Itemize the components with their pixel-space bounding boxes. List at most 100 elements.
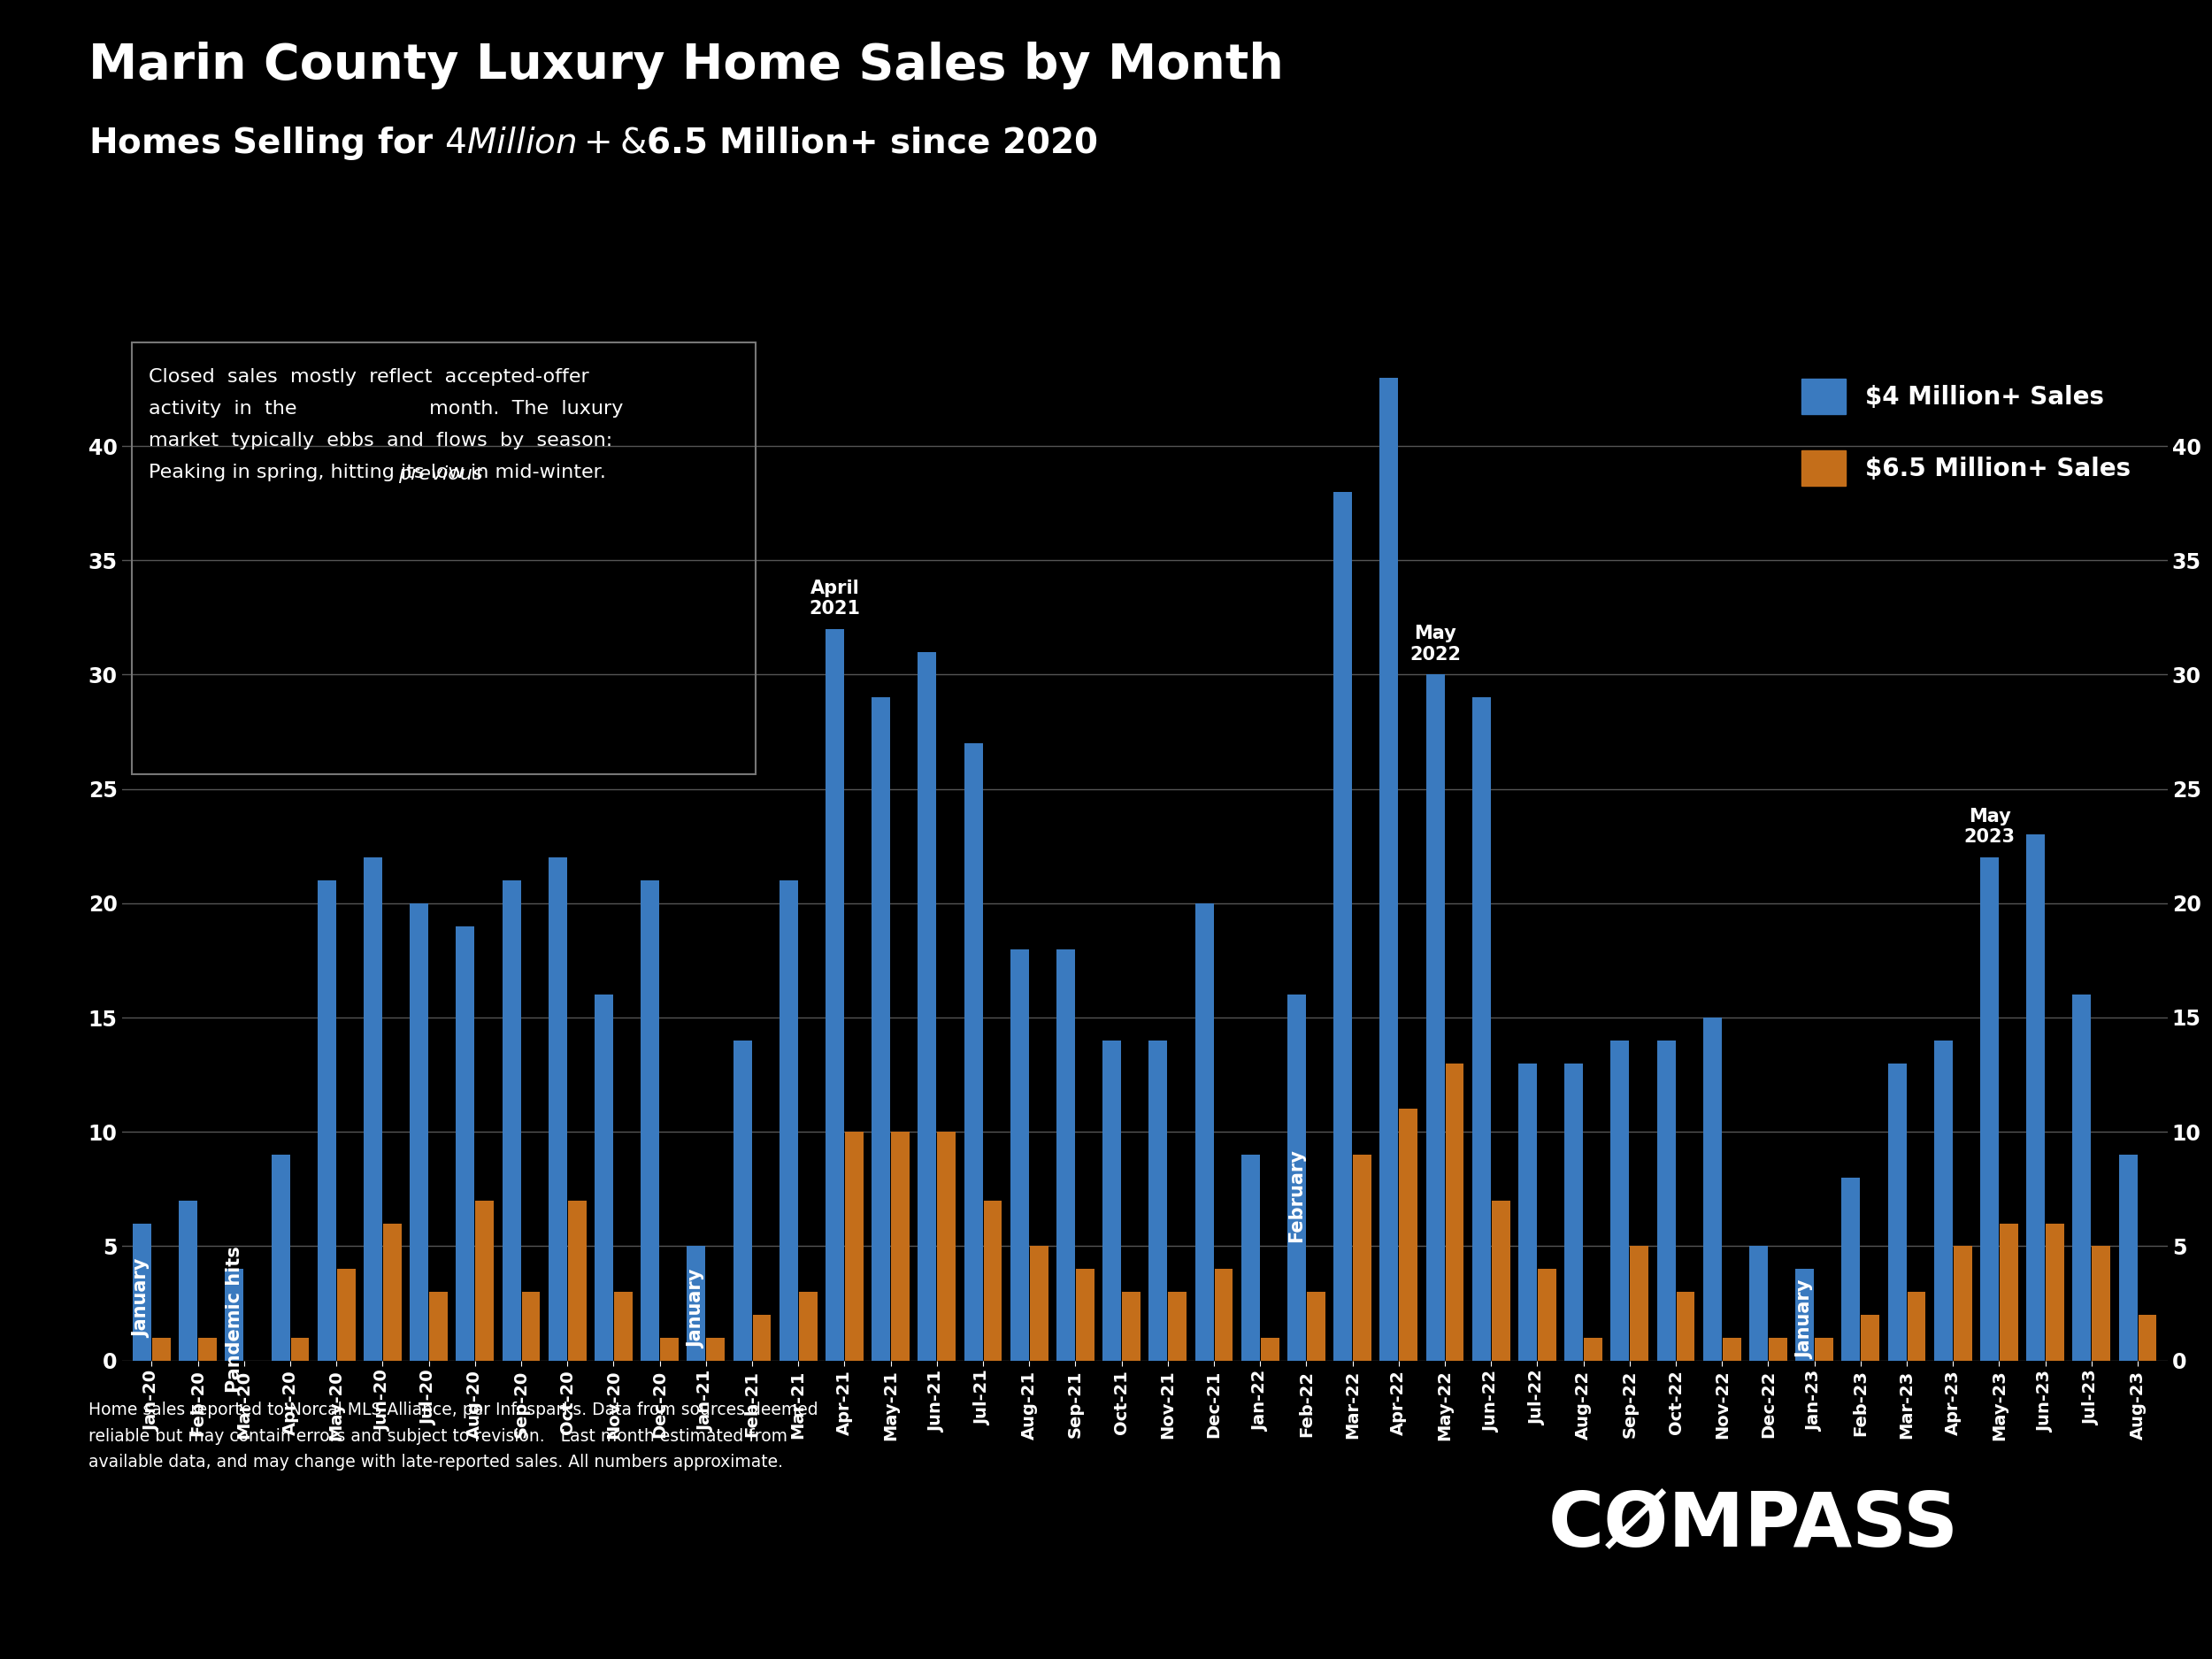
Text: Closed  sales  mostly  reflect  accepted-offer
activity  in  the                : Closed sales mostly reflect accepted-off… (148, 368, 624, 481)
Bar (1031, 1246, 1048, 1360)
Bar (1723, 1337, 1741, 1360)
Bar (872, 697, 889, 1360)
Text: January: January (688, 1269, 706, 1349)
Bar (1980, 858, 2000, 1360)
Bar (1168, 1292, 1188, 1360)
Text: previous: previous (398, 466, 482, 483)
Bar (752, 1314, 772, 1360)
Bar (363, 858, 383, 1360)
Bar (1843, 1178, 1860, 1360)
Text: Homes Selling for $4 Million+ & $6.5 Million+ since 2020: Homes Selling for $4 Million+ & $6.5 Mil… (88, 124, 1097, 161)
Bar (845, 1131, 863, 1360)
Bar (1860, 1314, 1880, 1360)
Bar (133, 1223, 150, 1360)
Bar (1907, 1292, 1927, 1360)
Bar (1057, 949, 1075, 1360)
Bar (799, 1292, 816, 1360)
Bar (1121, 1292, 1141, 1360)
Bar (1148, 1040, 1168, 1360)
Bar (2119, 1155, 2137, 1360)
Bar (1814, 1337, 1834, 1360)
Legend: $4 Million+ Sales, $6.5 Million+ Sales: $4 Million+ Sales, $6.5 Million+ Sales (1776, 355, 2154, 509)
Bar (641, 881, 659, 1360)
Bar (2046, 1223, 2064, 1360)
Bar (1214, 1269, 1232, 1360)
Text: Home sales reported to Norcal MLS Alliance, per Infosparks. Data from sources de: Home sales reported to Norcal MLS Allian… (88, 1402, 818, 1472)
Bar (1517, 1063, 1537, 1360)
Bar (1750, 1246, 1767, 1360)
Bar (1102, 1040, 1121, 1360)
Bar (1796, 1269, 1814, 1360)
Bar (1564, 1063, 1584, 1360)
Text: May
2022: May 2022 (1409, 625, 1460, 664)
Bar (383, 1223, 403, 1360)
Bar (199, 1337, 217, 1360)
Bar (2073, 995, 2090, 1360)
Bar (549, 858, 566, 1360)
Bar (1657, 1040, 1674, 1360)
Bar (456, 926, 476, 1360)
Bar (1491, 1201, 1511, 1360)
Text: January: January (1796, 1279, 1814, 1359)
Bar (595, 995, 613, 1360)
Bar (1444, 1063, 1464, 1360)
Bar (272, 1155, 290, 1360)
Bar (153, 1337, 170, 1360)
Bar (1427, 675, 1444, 1360)
Bar (964, 743, 982, 1360)
Bar (1887, 1063, 1907, 1360)
Text: Pandemic hits: Pandemic hits (226, 1246, 243, 1392)
Bar (1287, 995, 1305, 1360)
Bar (1610, 1040, 1630, 1360)
Text: April
2021: April 2021 (810, 579, 860, 617)
Bar (2139, 1314, 2157, 1360)
Bar (476, 1201, 493, 1360)
Bar (984, 1201, 1002, 1360)
Bar (891, 1131, 909, 1360)
Bar (1770, 1337, 1787, 1360)
Bar (226, 1269, 243, 1360)
Text: Marin County Luxury Home Sales by Month: Marin County Luxury Home Sales by Month (88, 41, 1283, 90)
Bar (179, 1201, 197, 1360)
Bar (1703, 1017, 1721, 1360)
Bar (1354, 1155, 1371, 1360)
Bar (502, 881, 520, 1360)
Bar (2093, 1246, 2110, 1360)
Bar (1334, 491, 1352, 1360)
Bar (779, 881, 799, 1360)
Bar (1011, 949, 1029, 1360)
Bar (1630, 1246, 1648, 1360)
Text: CØMPASS: CØMPASS (1548, 1490, 1960, 1563)
Bar (706, 1337, 726, 1360)
Bar (2000, 1223, 2017, 1360)
Text: January: January (133, 1259, 150, 1339)
Bar (1400, 1108, 1418, 1360)
Bar (1953, 1246, 1971, 1360)
Bar (522, 1292, 540, 1360)
Bar (659, 1337, 679, 1360)
Bar (688, 1246, 706, 1360)
Bar (429, 1292, 447, 1360)
Bar (290, 1337, 310, 1360)
Bar (1241, 1155, 1259, 1360)
Bar (825, 629, 845, 1360)
Bar (615, 1292, 633, 1360)
Bar (1473, 697, 1491, 1360)
Bar (1075, 1269, 1095, 1360)
Bar (1677, 1292, 1694, 1360)
Bar (938, 1131, 956, 1360)
Bar (1584, 1337, 1601, 1360)
Bar (319, 881, 336, 1360)
Bar (409, 902, 429, 1360)
Bar (568, 1201, 586, 1360)
Text: February: February (1287, 1150, 1305, 1243)
Bar (2026, 834, 2044, 1360)
Bar (1537, 1269, 1557, 1360)
Text: May
2023: May 2023 (1964, 808, 2015, 846)
Bar (336, 1269, 356, 1360)
Bar (918, 652, 936, 1360)
Bar (1307, 1292, 1325, 1360)
Bar (1380, 378, 1398, 1360)
Bar (1933, 1040, 1953, 1360)
Bar (1194, 902, 1214, 1360)
